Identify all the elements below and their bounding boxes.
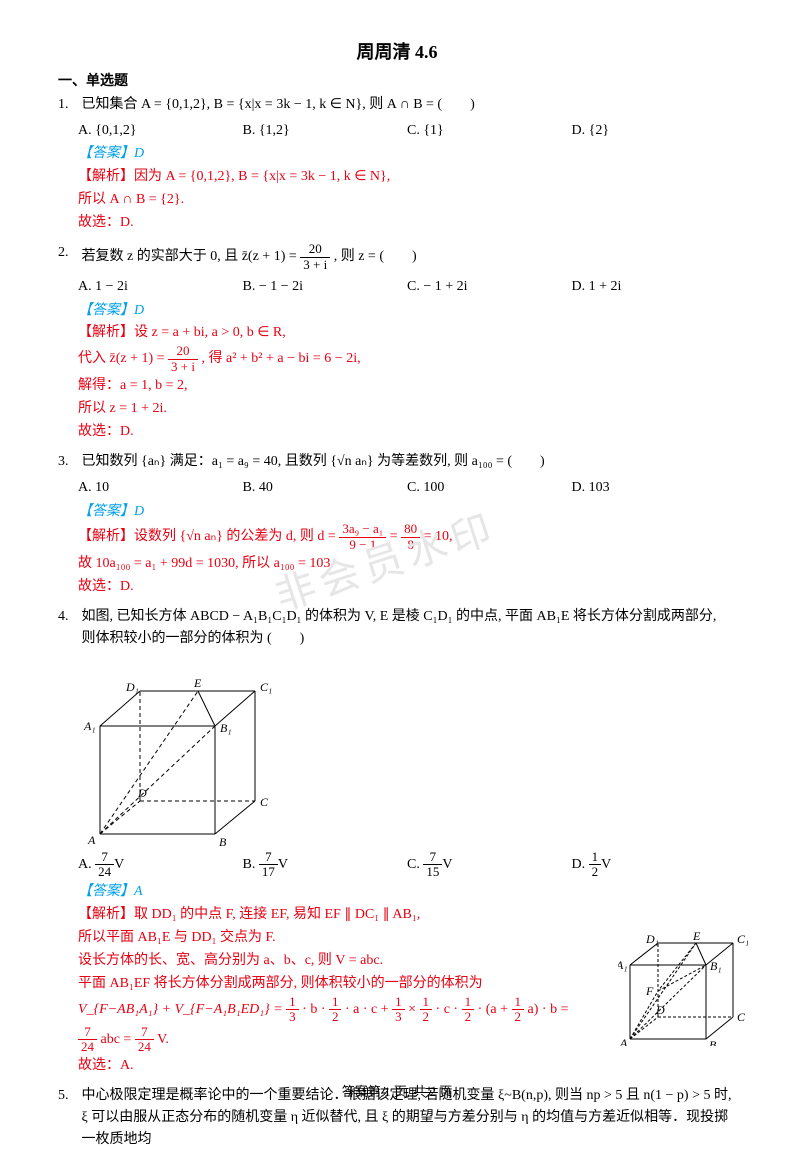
- q2-choices: A. 1 − 2i B. − 1 − 2i C. − 1 + 2i D. 1 +…: [78, 276, 736, 298]
- question-4: 4. 如图, 已知长方体 ABCD − A₁B₁C₁D₁ 的体积为 V, E 是…: [58, 606, 736, 1077]
- q1-choice-D: D. {2}: [572, 120, 737, 142]
- q4-figure-main: A B C D A₁ B₁ C₁ D₁ E: [80, 656, 736, 846]
- q2-num: 2.: [58, 242, 78, 264]
- svg-text:C₁: C₁: [737, 932, 748, 946]
- q3-num: 3.: [58, 451, 78, 473]
- svg-text:A: A: [619, 1036, 628, 1046]
- q4-choice-A: A. 724V: [78, 850, 243, 880]
- q3-choice-D: D. 103: [572, 477, 737, 499]
- q4-choice-B: B. 717V: [243, 850, 408, 880]
- q1-explain: 【解析】因为 A = {0,1,2}, B = {x|x = 3k − 1, k…: [78, 165, 736, 234]
- q2-choice-B: B. − 1 − 2i: [243, 276, 408, 298]
- cuboid-small-figure-icon: A B C D A₁ B₁ C₁ D₁ E F: [618, 921, 748, 1046]
- q4-stem: 如图, 已知长方体 ABCD − A₁B₁C₁D₁ 的体积为 V, E 是棱 C…: [82, 606, 722, 649]
- svg-text:D: D: [655, 1003, 665, 1017]
- page-title: 周周清 4.6: [58, 38, 736, 64]
- q1-num: 1.: [58, 94, 78, 116]
- q3-explain: 【解析】设数列 {√n aₙ} 的公差为 d, 则 d = 3a₉ − a₁9 …: [78, 522, 736, 598]
- section-header: 一、单选题: [58, 70, 736, 90]
- question-3: 3. 已知数列 {aₙ} 满足：a₁ = a₉ = 40, 且数列 {√n aₙ…: [58, 451, 736, 598]
- q1-choice-A: A. {0,1,2}: [78, 120, 243, 142]
- svg-text:C: C: [260, 795, 269, 809]
- q4-choices: A. 724V B. 717V C. 715V D. 12V: [78, 850, 736, 880]
- q3-choices: A. 10 B. 40 C. 100 D. 103: [78, 477, 736, 499]
- question-2: 2. 若复数 z 的实部大于 0, 且 z̄(z + 1) = 203 + i …: [58, 242, 736, 443]
- question-1: 1. 已知集合 A = {0,1,2}, B = {x|x = 3k − 1, …: [58, 94, 736, 234]
- q4-answer: 【答案】A: [78, 881, 736, 903]
- svg-text:A₁: A₁: [618, 958, 628, 972]
- q3-stem: 已知数列 {aₙ} 满足：a₁ = a₉ = 40, 且数列 {√n aₙ} 为…: [82, 451, 722, 473]
- svg-text:E: E: [193, 676, 202, 690]
- cuboid-figure-icon: A B C D A₁ B₁ C₁ D₁ E: [80, 656, 280, 846]
- svg-text:C: C: [737, 1010, 746, 1024]
- q2-explain: 【解析】设 z = a + bi, a > 0, b ∈ R, 代入 z̄(z …: [78, 321, 736, 443]
- q4-figure-small: A B C D A₁ B₁ C₁ D₁ E F: [618, 921, 748, 1046]
- svg-text:B: B: [219, 835, 227, 846]
- svg-text:C₁: C₁: [260, 680, 272, 694]
- q3-choice-C: C. 100: [407, 477, 572, 499]
- q2-choice-D: D. 1 + 2i: [572, 276, 737, 298]
- q1-choice-B: B. {1,2}: [243, 120, 408, 142]
- svg-text:B₁: B₁: [710, 959, 722, 973]
- svg-text:A: A: [87, 833, 96, 846]
- svg-text:F: F: [645, 984, 654, 998]
- svg-text:A₁: A₁: [83, 719, 96, 733]
- q1-answer: 【答案】D: [78, 143, 736, 165]
- q1-choice-C: C. {1}: [407, 120, 572, 142]
- svg-text:D₁: D₁: [125, 680, 139, 694]
- q4-explain: 【解析】取 DD₁ 的中点 F, 连接 EF, 易知 EF ∥ DC₁ ∥ AB…: [78, 903, 588, 1078]
- svg-text:B₁: B₁: [220, 721, 232, 735]
- q1-stem: 已知集合 A = {0,1,2}, B = {x|x = 3k − 1, k ∈…: [82, 94, 722, 116]
- q2-choice-A: A. 1 − 2i: [78, 276, 243, 298]
- q4-num: 4.: [58, 606, 78, 628]
- q2-choice-C: C. − 1 + 2i: [407, 276, 572, 298]
- q4-choice-D: D. 12V: [572, 850, 737, 880]
- q4-choice-C: C. 715V: [407, 850, 572, 880]
- svg-text:B: B: [709, 1038, 717, 1046]
- svg-text:D₁: D₁: [645, 932, 659, 946]
- svg-text:D: D: [137, 786, 147, 800]
- q2-answer: 【答案】D: [78, 300, 736, 322]
- svg-text:E: E: [692, 929, 701, 943]
- q3-answer: 【答案】D: [78, 501, 736, 523]
- page-footer: 答案第 1 页, 共 2 页: [0, 1081, 794, 1100]
- q3-choice-B: B. 40: [243, 477, 408, 499]
- q2-stem: 若复数 z 的实部大于 0, 且 z̄(z + 1) = 203 + i , 则…: [82, 242, 722, 272]
- q1-choices: A. {0,1,2} B. {1,2} C. {1} D. {2}: [78, 120, 736, 142]
- q3-choice-A: A. 10: [78, 477, 243, 499]
